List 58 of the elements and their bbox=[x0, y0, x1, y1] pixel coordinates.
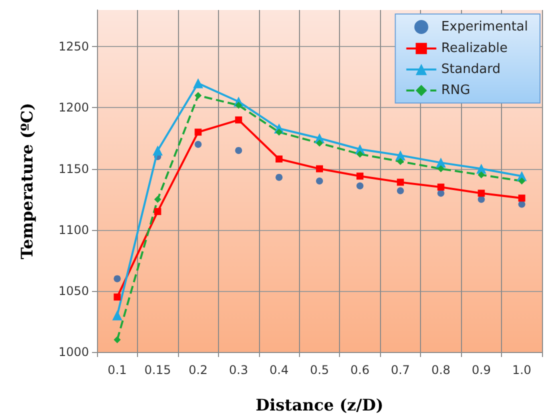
y-tick-label: 1100 bbox=[58, 222, 89, 237]
x-tick-label: 1.0 bbox=[512, 363, 532, 377]
point bbox=[154, 208, 162, 216]
point bbox=[316, 165, 323, 172]
point bbox=[356, 172, 364, 180]
point bbox=[114, 294, 121, 301]
y-axis-title: Temperature (ºC) bbox=[18, 102, 36, 260]
point bbox=[396, 178, 404, 186]
point bbox=[356, 150, 364, 158]
point bbox=[235, 116, 242, 124]
x-axis-title: Distance (z/D) bbox=[256, 396, 384, 414]
point bbox=[518, 194, 526, 202]
point bbox=[437, 190, 444, 197]
point bbox=[194, 128, 202, 136]
point bbox=[437, 184, 444, 191]
point bbox=[518, 178, 526, 184]
x-tick-label: 0.2 bbox=[188, 363, 208, 377]
point bbox=[112, 310, 122, 320]
x-tick-label: 0.7 bbox=[390, 363, 410, 377]
legend-label: Experimental bbox=[441, 20, 528, 34]
legend-label: Realizable bbox=[441, 41, 508, 56]
point bbox=[276, 128, 283, 136]
point bbox=[193, 78, 204, 88]
x-tick-label: 0.6 bbox=[350, 363, 370, 377]
y-tick-label: 1200 bbox=[58, 100, 89, 115]
point bbox=[194, 140, 202, 148]
point bbox=[276, 156, 283, 163]
x-tick-label: 0.5 bbox=[310, 363, 330, 377]
point bbox=[437, 165, 444, 172]
x-tick-label: 0.4 bbox=[270, 363, 289, 377]
point bbox=[316, 140, 323, 147]
point bbox=[356, 182, 364, 190]
point bbox=[478, 196, 485, 203]
point bbox=[276, 174, 283, 181]
point bbox=[154, 196, 162, 203]
point bbox=[478, 190, 485, 197]
x-tick-label: 0.3 bbox=[229, 363, 248, 377]
y-tick-label: 1250 bbox=[58, 40, 89, 54]
y-tick-label: 1050 bbox=[58, 284, 89, 298]
point bbox=[114, 336, 121, 344]
point bbox=[152, 145, 163, 156]
legend-label: Standard bbox=[441, 62, 500, 77]
y-tick-label: 1000 bbox=[58, 345, 89, 359]
point bbox=[114, 275, 121, 282]
x-tick-label: 0.1 bbox=[108, 363, 127, 377]
point bbox=[235, 102, 242, 109]
point bbox=[235, 146, 242, 154]
point bbox=[396, 158, 404, 165]
legend-label: RNG bbox=[441, 83, 470, 98]
x-tick-label: 0.8 bbox=[431, 363, 450, 377]
point bbox=[478, 171, 485, 178]
x-tick-label: 0.15 bbox=[144, 363, 172, 377]
y-tick-label: 1150 bbox=[58, 162, 89, 176]
point bbox=[396, 187, 404, 194]
point bbox=[194, 92, 202, 99]
x-tick-label: 0.9 bbox=[472, 363, 491, 377]
point bbox=[316, 178, 323, 184]
point bbox=[518, 200, 526, 208]
